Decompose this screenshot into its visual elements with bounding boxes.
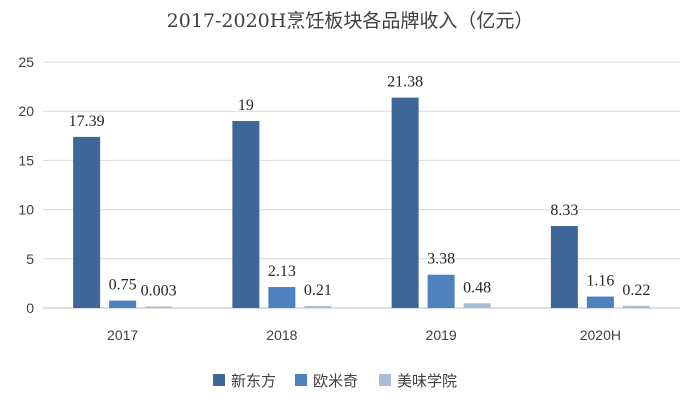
legend-label: 欧米奇 [313,372,358,390]
bar-2018-新东方 [232,121,260,308]
bar-2018-欧米奇 [268,287,296,308]
y-tick-label: 25 [18,54,34,70]
bar-2017-美味学院 [145,306,173,308]
y-tick-label: 0 [26,300,34,316]
data-label: 19 [238,97,254,114]
x-tick-label: 2020H [580,327,621,343]
x-tick-label: 2019 [426,327,457,343]
data-label: 21.38 [387,74,423,91]
data-label: 0.75 [109,277,137,294]
bar-2019-美味学院 [463,303,491,308]
data-labels: 17.39 0.75 0.003 19 2.13 0.21 21.38 3.38 0.48 8.3… [69,74,651,300]
bar-2017-欧米奇 [109,300,137,308]
bar-2020H-新东方 [550,226,578,308]
data-label: 8.33 [550,202,578,219]
data-label: 0.21 [304,282,332,299]
bar-2019-欧米奇 [427,274,455,308]
legend-swatch [295,374,307,386]
bar-2018-美味学院 [304,305,332,308]
legend-label: 新东方 [231,372,276,390]
y-tick-label: 15 [18,152,34,168]
x-axis-ticks: 2017 2018 2019 2020H [107,327,621,343]
data-label: 0.003 [141,283,177,300]
data-label: 0.48 [463,279,491,296]
data-label: 17.39 [69,113,105,130]
legend-swatch [379,374,391,386]
legend: 新东方 欧米奇 美味学院 [213,372,457,390]
data-label: 2.13 [268,263,296,280]
data-label: 0.22 [622,282,650,299]
bars [73,97,650,309]
y-tick-label: 5 [26,251,34,267]
gridlines [43,61,680,309]
bar-2020H-欧米奇 [586,296,614,308]
legend-label: 美味学院 [397,372,457,390]
legend-swatch [213,374,225,386]
bar-2017-新东方 [73,136,101,308]
x-tick-label: 2018 [266,327,297,343]
y-tick-label: 20 [18,103,34,119]
x-tick-label: 2017 [107,327,138,343]
y-tick-label: 10 [18,202,34,218]
data-label: 3.38 [427,251,455,268]
chart-title: 2017-2020H烹饪板块各品牌收入（亿元） [167,10,534,32]
bar-2020H-美味学院 [622,305,650,308]
y-axis-ticks: 0 5 10 15 20 25 [18,54,34,316]
data-label: 1.16 [586,273,614,290]
bar-2019-新东方 [391,97,419,309]
